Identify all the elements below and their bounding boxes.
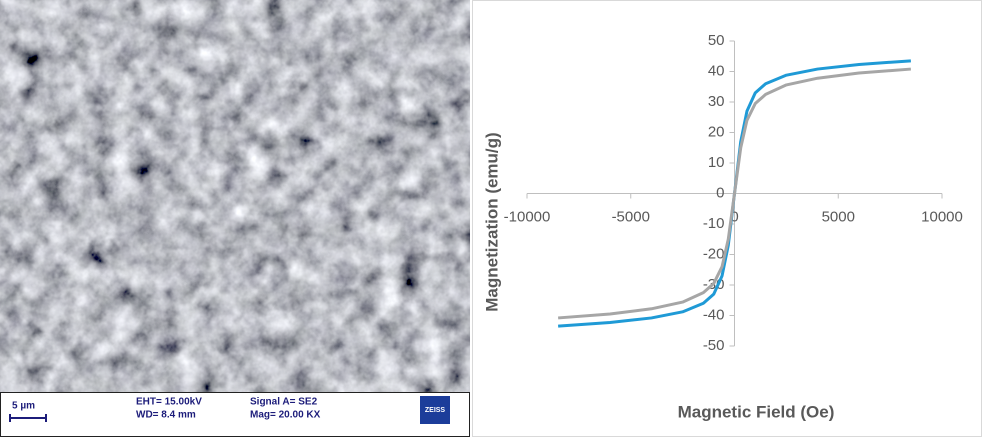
y-tick-label: 20: [708, 123, 725, 140]
signal: Signal A= SE2: [250, 397, 318, 408]
y-tick-label: -40: [703, 306, 725, 323]
eht: EHT= 15.00kV: [136, 397, 202, 408]
y-tick-label: 10: [708, 154, 725, 171]
y-tick-label: -10: [703, 215, 725, 232]
sem-micrograph: 5 µm EHT= 15.00kV WD= 8.4 mm Signal A= S…: [0, 0, 470, 437]
y-tick-label: 30: [708, 93, 725, 110]
y-axis-title: Magnetization (emu/g): [482, 132, 501, 311]
series-line: [558, 67, 911, 320]
scale-bar-label: 5 µm: [12, 401, 35, 412]
x-axis-title: Magnetic Field (Oe): [678, 402, 835, 421]
logo-box: [420, 396, 450, 424]
mag: Mag= 20.00 KX: [250, 410, 321, 421]
x-tick-label: 5000: [822, 208, 855, 225]
x-tick-label: 0: [730, 208, 738, 225]
x-tick-label: -5000: [612, 208, 650, 225]
wd: WD= 8.4 mm: [136, 410, 196, 421]
y-tick-label: 40: [708, 62, 725, 79]
x-tick-label: -10000: [504, 208, 551, 225]
y-tick-label: -50: [703, 337, 725, 354]
info-bar: [0, 392, 470, 437]
y-tick-label: 50: [708, 32, 725, 49]
y-tick-label: 0: [716, 184, 724, 201]
y-tick-label: -20: [703, 245, 725, 262]
sem-texture: [0, 0, 470, 392]
x-tick-label: 10000: [921, 208, 963, 225]
logo: ZEISS: [425, 407, 446, 414]
